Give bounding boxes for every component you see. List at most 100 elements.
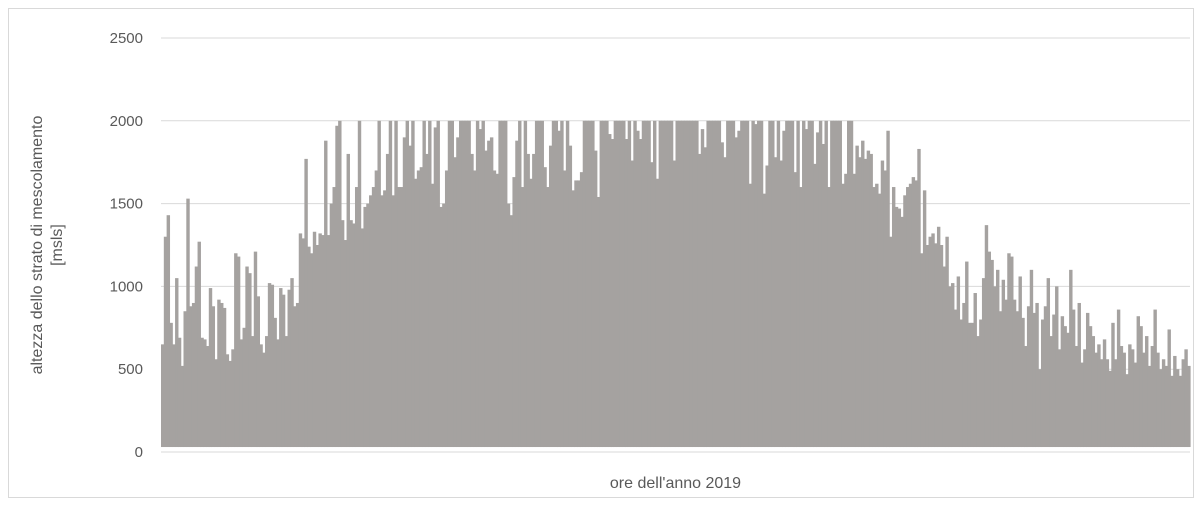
daily-envelope-mark xyxy=(473,170,477,448)
daily-envelope-mark xyxy=(776,120,781,448)
daily-envelope-mark xyxy=(267,283,272,448)
daily-envelope-mark xyxy=(518,120,522,448)
daily-envelope-mark xyxy=(903,195,907,448)
daily-envelope-mark xyxy=(1184,349,1188,448)
daily-envelope-mark xyxy=(1142,352,1146,448)
daily-envelope-mark xyxy=(740,120,744,448)
daily-envelope-mark xyxy=(633,120,637,448)
daily-envelope-mark xyxy=(529,178,533,448)
daily-envelope-mark xyxy=(1181,359,1185,448)
daily-envelope-mark xyxy=(1012,299,1017,448)
daily-envelope-mark xyxy=(984,225,989,448)
daily-envelope-mark xyxy=(799,187,803,448)
daily-envelope-mark xyxy=(515,140,519,448)
daily-envelope-mark xyxy=(1100,359,1104,448)
daily-envelope-mark xyxy=(470,153,474,448)
daily-envelope-mark xyxy=(1133,362,1138,448)
daily-envelope-mark xyxy=(481,120,485,448)
daily-envelope-mark xyxy=(169,322,173,448)
daily-envelope-mark xyxy=(661,120,665,448)
daily-envelope-mark xyxy=(414,178,418,448)
daily-envelope-mark xyxy=(1175,369,1180,448)
daily-envelope-mark xyxy=(1116,309,1121,448)
daily-envelope-mark xyxy=(897,208,902,448)
daily-envelope-mark xyxy=(998,311,1003,448)
daily-envelope-mark xyxy=(863,158,868,448)
daily-envelope-mark xyxy=(880,160,885,448)
daily-envelope-mark xyxy=(1074,346,1079,448)
daily-envelope-mark xyxy=(636,130,640,448)
daily-envelope-mark xyxy=(928,236,932,448)
daily-envelope-mark xyxy=(293,306,297,448)
daily-envelope-mark xyxy=(754,124,758,448)
daily-envelope-mark xyxy=(548,145,553,448)
daily-envelope-mark xyxy=(1097,344,1101,448)
daily-envelope-mark xyxy=(1108,370,1112,448)
daily-envelope-mark xyxy=(1063,326,1067,448)
daily-envelope-mark xyxy=(894,206,899,448)
daily-envelope-mark xyxy=(855,145,859,448)
daily-envelope-mark xyxy=(728,120,733,448)
daily-envelope-mark xyxy=(996,269,1000,448)
daily-envelope-mark xyxy=(383,190,387,448)
daily-envelope-mark xyxy=(852,173,857,448)
daily-envelope-mark xyxy=(346,153,350,448)
daily-envelope-mark xyxy=(444,170,449,448)
daily-envelope-mark xyxy=(914,180,918,448)
daily-envelope-mark xyxy=(326,235,331,448)
daily-envelope-mark xyxy=(1038,369,1042,448)
daily-envelope-mark xyxy=(442,203,446,448)
daily-envelope-mark xyxy=(447,120,452,448)
daily-envelope-mark xyxy=(1080,362,1084,448)
daily-envelope-mark xyxy=(1136,316,1140,448)
daily-envelope-mark xyxy=(647,120,651,448)
daily-envelope-mark xyxy=(742,120,747,448)
daily-envelope-mark xyxy=(709,120,713,448)
daily-envelope-mark xyxy=(374,170,379,448)
y-axis-tick-labels: 0 500 1000 1500 2000 2500 xyxy=(110,30,143,461)
daily-envelope-mark xyxy=(546,187,550,448)
daily-envelope-mark xyxy=(866,150,871,448)
daily-envelope-mark xyxy=(908,183,913,448)
daily-envelope-mark xyxy=(737,130,741,448)
daily-envelope-mark xyxy=(1102,339,1107,448)
daily-envelope-mark xyxy=(228,360,232,448)
daily-envelope-mark xyxy=(312,231,317,448)
daily-envelope-mark xyxy=(177,337,182,448)
y-tick-label: 1500 xyxy=(110,196,143,213)
daily-envelope-mark xyxy=(785,120,789,448)
daily-envelope-mark xyxy=(411,120,415,448)
daily-envelope-mark xyxy=(993,286,997,448)
daily-envelope-mark xyxy=(1159,369,1163,448)
daily-envelope-mark xyxy=(835,120,840,448)
daily-envelope-mark xyxy=(906,187,910,448)
daily-envelope-mark xyxy=(574,180,578,448)
daily-envelope-mark xyxy=(354,187,359,448)
daily-envelope-mark xyxy=(360,228,365,448)
daily-envelope-mark xyxy=(821,143,826,448)
daily-envelope-mark xyxy=(1049,336,1053,448)
daily-envelope-mark xyxy=(1018,276,1022,448)
daily-envelope-mark xyxy=(787,120,792,448)
daily-envelope-mark xyxy=(189,306,193,448)
daily-envelope-mark xyxy=(304,158,308,448)
daily-envelope-mark xyxy=(416,170,421,448)
daily-envelope-mark xyxy=(1105,359,1110,448)
daily-envelope-mark xyxy=(793,172,797,448)
daily-envelope-mark xyxy=(1085,312,1090,448)
daily-envelope-mark xyxy=(211,306,216,448)
daily-envelope-mark xyxy=(563,170,567,448)
daily-envelope-mark xyxy=(824,120,828,448)
daily-envelope-mark xyxy=(883,170,887,448)
daily-envelope-mark xyxy=(942,266,946,448)
daily-envelope-mark xyxy=(161,344,165,448)
daily-envelope-mark xyxy=(588,120,592,448)
daily-envelope-mark xyxy=(461,120,466,448)
daily-envelope-mark xyxy=(166,215,171,448)
daily-envelope-mark xyxy=(1187,365,1191,448)
daily-envelope-mark xyxy=(1029,269,1034,448)
daily-envelope-mark xyxy=(762,193,767,448)
daily-envelope-mark xyxy=(599,120,603,448)
daily-envelope-mark xyxy=(1125,374,1129,448)
daily-envelope-mark xyxy=(1015,311,1020,448)
